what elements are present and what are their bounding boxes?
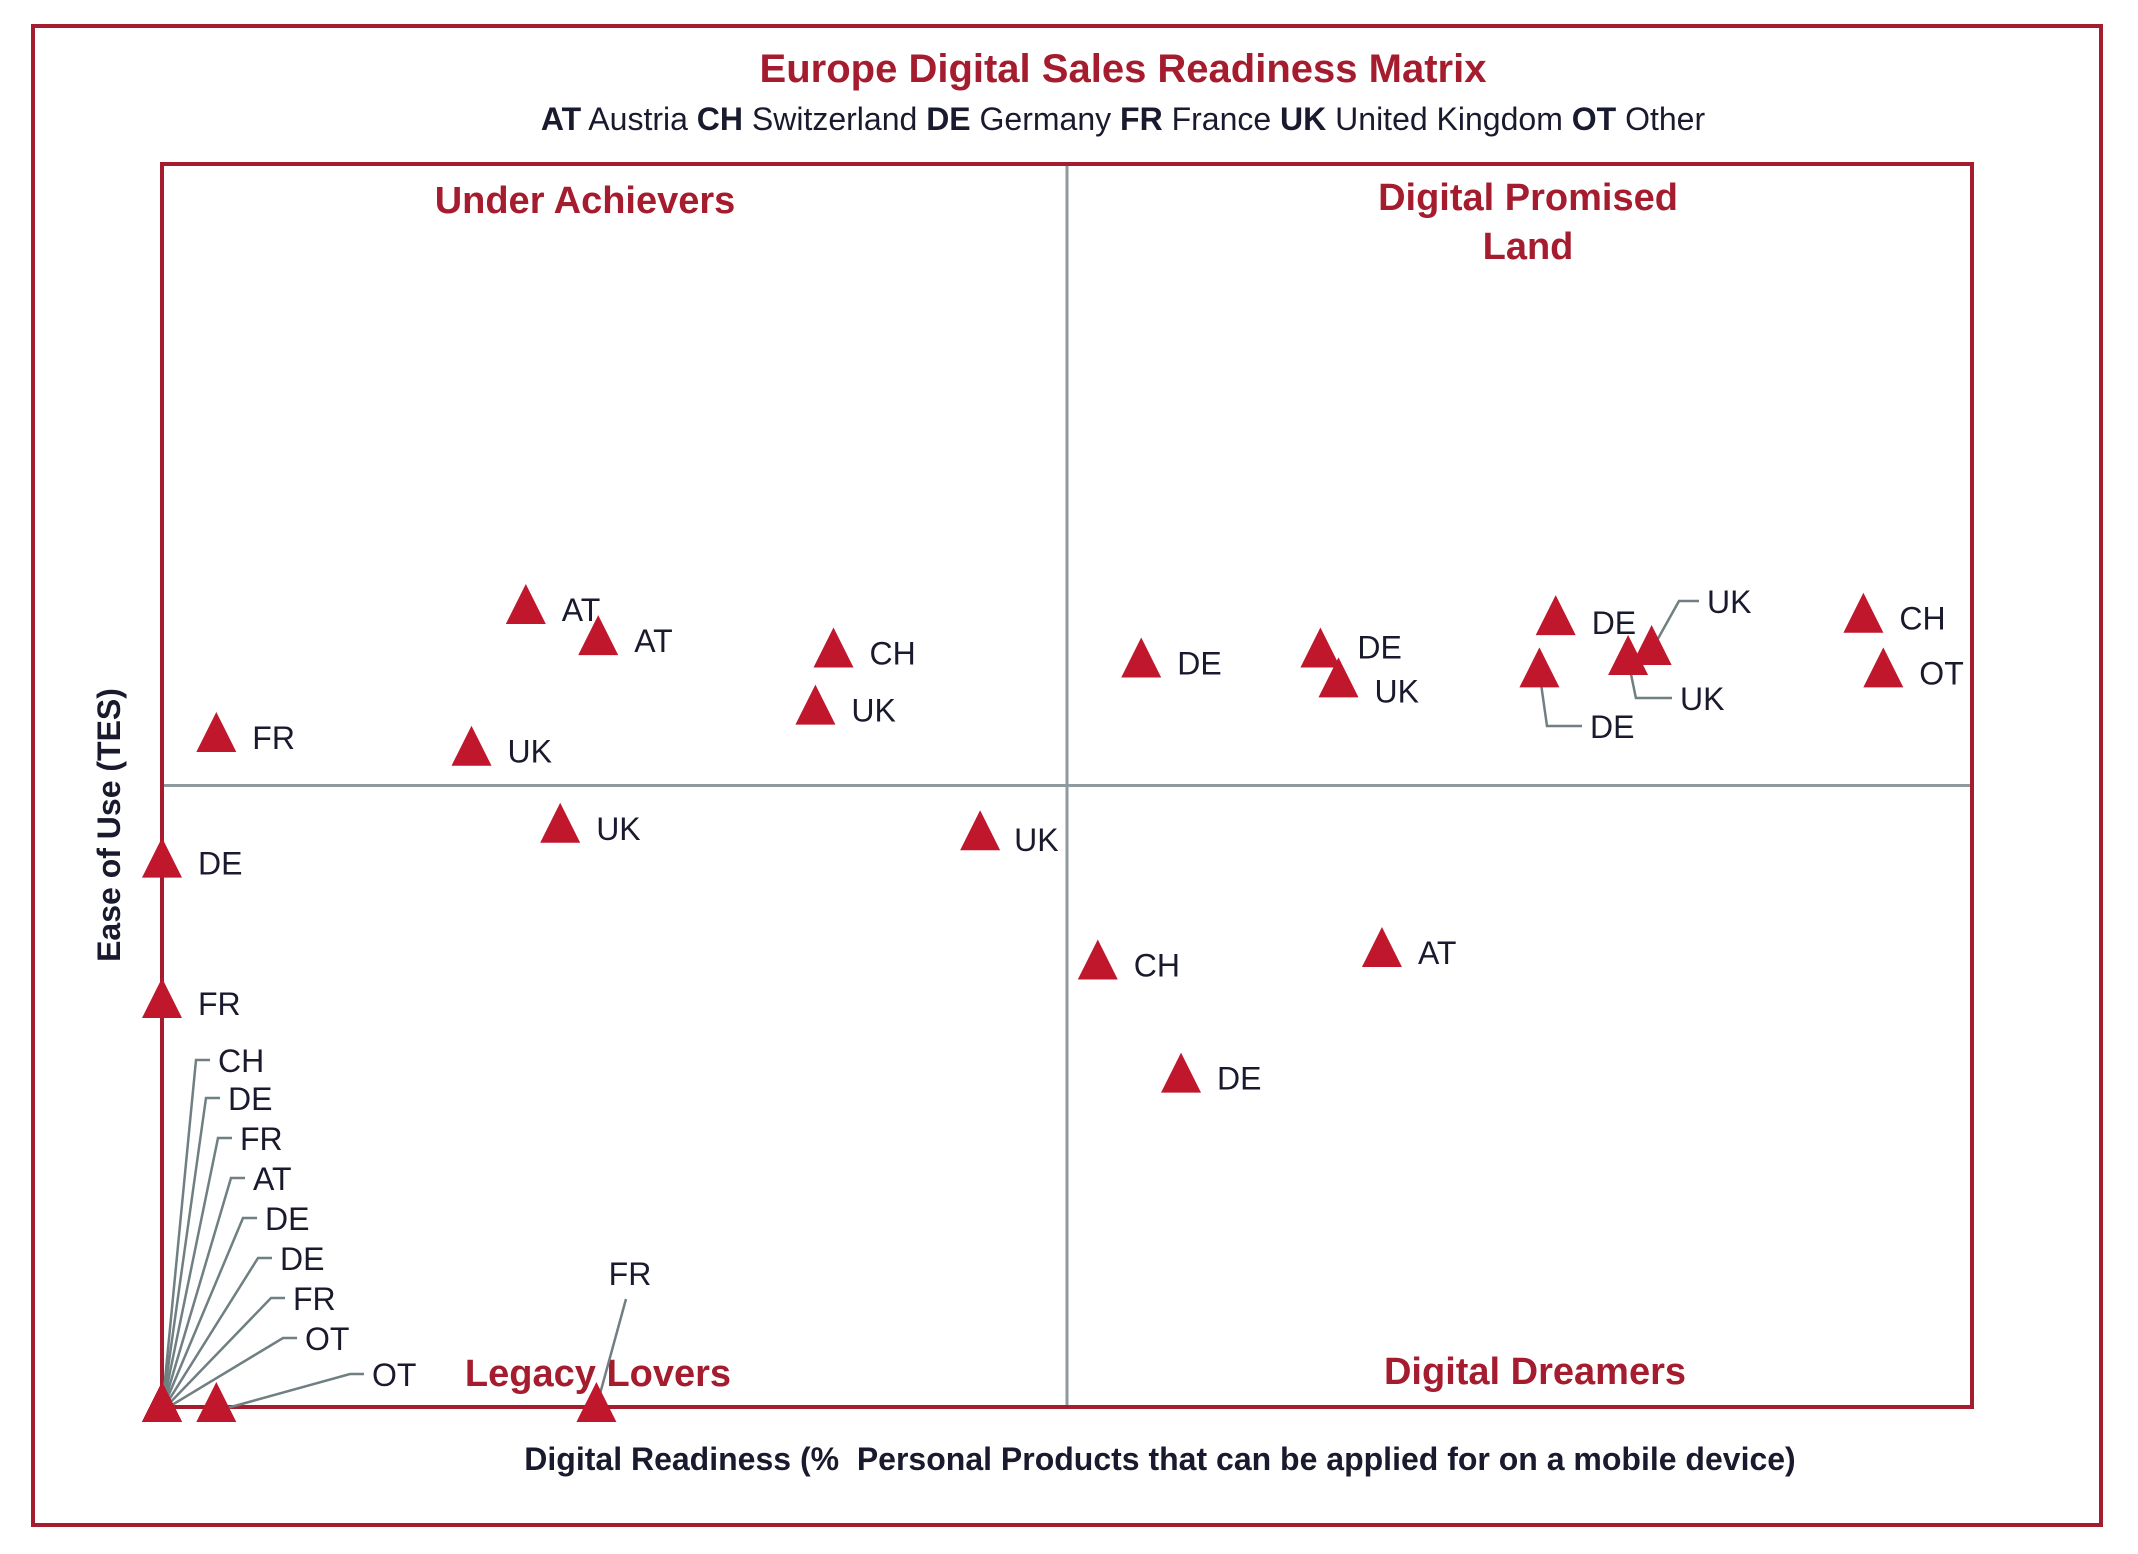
leader-line	[160, 1176, 245, 1412]
data-point-marker-ch	[813, 627, 854, 668]
data-point-marker-uk	[960, 810, 1001, 851]
x-axis-label: Digital Readiness (% Personal Products t…	[524, 1441, 1795, 1477]
data-label: DE	[198, 846, 242, 882]
data-label: OT	[305, 1321, 349, 1357]
data-point-marker-de	[1121, 637, 1162, 678]
data-label: UK	[596, 811, 640, 847]
data-point-marker-ot	[1863, 647, 1904, 688]
leader-line	[160, 1136, 232, 1412]
data-label: DE	[1217, 1061, 1261, 1097]
legend-name: Germany	[971, 101, 1111, 137]
leader-line	[215, 1372, 364, 1413]
data-markers	[142, 583, 1904, 1422]
data-label: CH	[218, 1043, 264, 1079]
data-label: DE	[228, 1081, 272, 1117]
leader-line	[160, 1096, 220, 1412]
data-point-marker-fr	[576, 1382, 617, 1422]
data-label: CH	[1134, 947, 1180, 983]
data-label: DE	[1592, 605, 1636, 641]
plot-border	[160, 162, 1974, 1409]
data-label: DE	[280, 1241, 324, 1277]
legend-name: Switzerland	[743, 101, 917, 137]
leader-line	[161, 1336, 297, 1413]
data-label: FR	[240, 1121, 283, 1157]
quadrant-label-digital-dreamers: Digital Dreamers	[1384, 1351, 1686, 1393]
data-label: FR	[293, 1281, 336, 1317]
quadrant-labels: Under Achievers Digital Promised Land Leg…	[435, 177, 1686, 1395]
data-point-marker-at	[505, 583, 546, 624]
data-point-marker-ch	[1843, 592, 1884, 633]
y-axis-label: Ease of Use (TES)	[91, 688, 127, 962]
data-label: UK	[1014, 822, 1058, 858]
leader-line	[1538, 672, 1582, 728]
quadrant-label-line: Digital Promised	[1378, 177, 1678, 219]
quadrant-label-line: Land	[1483, 226, 1574, 268]
data-point-marker-de	[1300, 627, 1341, 668]
data-point-marker-de	[1535, 595, 1576, 636]
leader-line	[160, 1216, 257, 1412]
chart-title: Europe Digital Sales Readiness Matrix	[760, 47, 1487, 91]
data-label: DE	[265, 1201, 309, 1237]
data-point-marker-uk	[795, 684, 836, 725]
data-label: OT	[372, 1357, 416, 1393]
leader-line	[595, 1298, 628, 1408]
data-point-marker-uk	[451, 725, 492, 766]
data-point-marker-at	[578, 615, 619, 656]
leader-line	[160, 1058, 210, 1412]
data-label: CH	[1899, 601, 1945, 637]
data-label: AT	[253, 1161, 292, 1197]
legend-code: AT	[541, 101, 582, 137]
data-label: FR	[252, 720, 295, 756]
data-point-marker-uk	[1318, 657, 1359, 698]
leader-line	[1650, 599, 1699, 651]
quadrant-label-under-achievers: Under Achievers	[435, 180, 736, 222]
data-label: AT	[562, 592, 601, 628]
data-point-marker-ot	[196, 1382, 237, 1422]
data-point-marker-ot	[142, 1382, 182, 1422]
plot-area	[160, 162, 1974, 1409]
data-label: DE	[1357, 629, 1401, 665]
data-label: CH	[870, 635, 916, 671]
data-point-marker-uk	[540, 802, 581, 843]
data-label: DE	[1177, 645, 1221, 681]
data-label: FR	[609, 1256, 652, 1292]
legend-code: OT	[1563, 101, 1617, 137]
data-label: AT	[1418, 935, 1457, 971]
legend-name: Austria	[581, 101, 688, 137]
data-point-marker-de	[142, 837, 182, 878]
legend-code: UK	[1271, 101, 1326, 137]
outer-frame	[31, 24, 2103, 1527]
legend-code: DE	[917, 101, 970, 137]
leader-line	[161, 1296, 285, 1412]
legend-code: FR	[1111, 101, 1163, 137]
data-label: AT	[634, 623, 673, 659]
legend: AT Austria CH Switzerland DE Germany FR …	[541, 101, 1706, 137]
legend-name: Other	[1616, 101, 1705, 137]
data-label: UK	[1707, 584, 1751, 620]
data-label: OT	[1919, 655, 1963, 691]
data-point-marker-uk	[1631, 625, 1672, 666]
data-label: UK	[851, 693, 895, 729]
legend-code: CH	[688, 101, 743, 137]
data-point-marker-fr	[142, 978, 182, 1019]
data-label: DE	[1590, 709, 1634, 745]
data-point-marker-de	[1161, 1052, 1202, 1093]
data-point-marker-de	[1519, 647, 1560, 688]
data-label: UK	[1680, 681, 1724, 717]
data-labels: AT AT CH UK FR UK UK UK DE FR DE DE UK DE DE UK UK CH OT CH…	[198, 584, 1964, 1393]
quadrant-label-digital-promised-land: Digital Promised Land	[1378, 177, 1678, 268]
data-label: UK	[508, 734, 552, 770]
data-label: FR	[198, 986, 241, 1022]
data-point-marker-uk	[1608, 634, 1649, 675]
legend-name: France	[1163, 101, 1271, 137]
data-point-marker-fr	[196, 712, 237, 753]
data-point-marker-ch	[1077, 939, 1118, 980]
leader-line	[160, 1256, 272, 1412]
leader-lines	[160, 599, 1699, 1413]
data-point-marker-at	[1361, 927, 1402, 968]
legend-name: United Kingdom	[1326, 101, 1563, 137]
data-label: UK	[1375, 673, 1419, 709]
